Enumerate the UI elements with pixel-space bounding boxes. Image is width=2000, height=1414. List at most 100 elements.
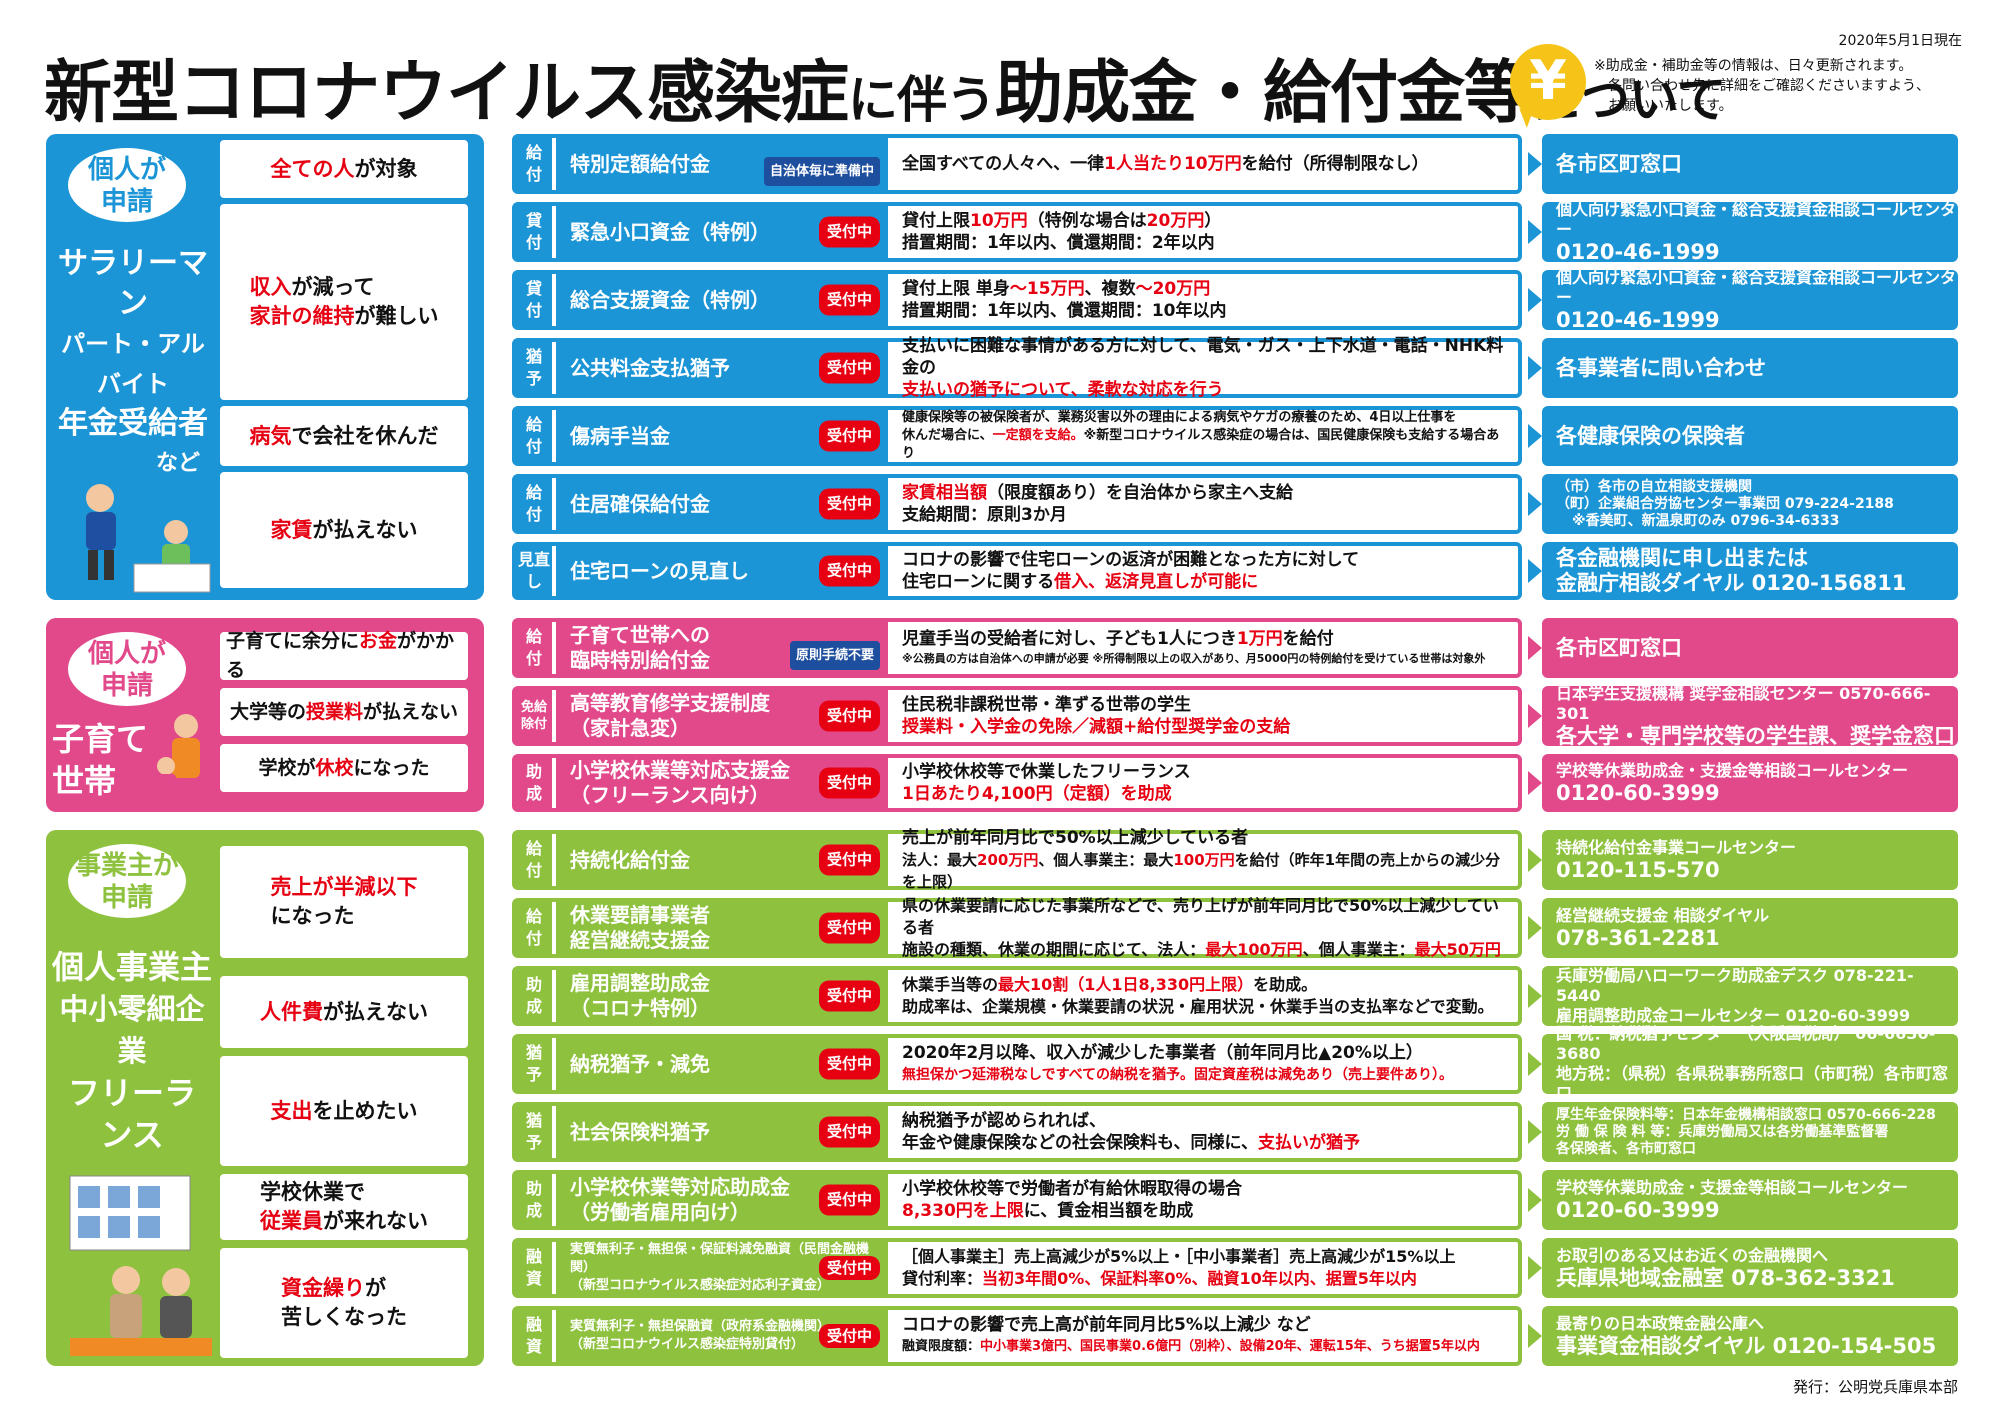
contact-government-loan[interactable]: 最寄りの日本政策金融公庫へ 事業資金相談ダイヤル 0120-154-505 [1542,1306,1958,1366]
program-description: 県の休業要請に応じた事業所などで、売り上げが前年同月比で50%以上減少している者… [902,896,1501,959]
contact-mortgage-review[interactable]: 各金融機関に申し出または 金融庁相談ダイヤル 0120-156811 [1542,542,1958,600]
contact-higher-education[interactable]: 日本学生支援機構 奨学金相談センター 0570-666-301 各大学・専門学校等… [1542,684,1958,748]
program-type: 助成 [516,1174,552,1226]
status-badge: 受付中 [818,844,880,876]
bubble-line: 事業主が [74,851,179,881]
situation-sales-halved: 売上が半減以下 になった [220,846,468,958]
program-type: 猶予 [516,1106,552,1158]
program-description: 健康保険等の被保険者が、業務災害以外の理由による病気やケガの療養のため、4日以上… [902,410,1500,461]
contact-child-benefit[interactable]: 各市区町窓口 [1542,618,1958,678]
status-badge: 受付中 [818,1184,880,1216]
bubble-line: 申請 [100,671,153,701]
status-badge: 受付中 [818,284,880,316]
program-utility-deferral[interactable]: 猶予 公共料金支払猶予 受付中 支払いに困難な事情がある方に対して、電気・ガス・上… [512,336,1522,400]
contact-emergency-loan[interactable]: 個人向け緊急小口資金・総合支援資金相談コールセンター 0120-46-1999 [1542,200,1958,264]
program-name: 特別定額給付金 自治体毎に準備中 [556,138,888,190]
contact-sustainability-benefit[interactable]: 持続化給付金事業コールセンター 0120-115-570 [1542,830,1958,890]
status-badge: 受付中 [818,980,880,1012]
program-description: コロナの影響で売上高が前年同月比5%以上減少 など 融資限度額：中小事業3億円、… [902,1315,1480,1354]
contact-housing-benefit[interactable]: （市）各市の自立相談支援機関 （町）企業組合労協センター事業団 079-224-2… [1542,474,1958,534]
situation-key: 家計の維持 [249,304,355,328]
program-special-benefit[interactable]: 給付 特別定額給付金 自治体毎に準備中 全国すべての人々へ、一律1人当たり10万円… [512,134,1522,194]
pointer-arrow [1528,1052,1542,1076]
program-housing-benefit[interactable]: 給付 住居確保給付金 受付中 家賃相当額（限度額あり）を自治体から家主へ支給 支給… [512,474,1522,534]
pointer-arrow [1528,848,1542,872]
program-name: 総合支援資金（特例） 受付中 [556,274,888,326]
program-tax-deferral[interactable]: 猶予 納税猶予・減免 受付中 2020年2月以降、収入が減少した事業者（前年同月比… [512,1034,1522,1094]
program-type: 見直し [516,546,552,596]
note-line: お願いいたします。 [1608,98,1733,114]
program-general-support-loan[interactable]: 貸付 総合支援資金（特例） 受付中 貸付上限 単身〜15万円、複数〜20万円 措置… [512,270,1522,330]
program-government-loan[interactable]: 融資 実質無利子・無担保融資（政府系金融機関） （新型コロナウイルス感染症特別貸付… [512,1306,1522,1366]
program-social-insurance-deferral[interactable]: 猶予 社会保険料猶予 受付中 納税猶予が認められれば、 年金や健康保険などの社会保… [512,1102,1522,1162]
pointer-arrow [1528,1120,1542,1144]
pointer-arrow [1528,704,1542,728]
contact-tax-deferral[interactable]: 国 税：納税猶予センター（大阪国税局） 06-6630-3680 地方税：（県税）… [1542,1024,1958,1103]
bubble-line: 個人が [87,155,166,185]
program-description: 貸付上限10万円（特例な場合は20万円） 措置期間：1年以内、償還期間：2年以内 [902,211,1222,253]
target-line: 個人事業主 [52,948,213,986]
program-sickness-allowance[interactable]: 給付 傷病手当金 受付中 健康保険等の被保険者が、業務災害以外の理由による病気やケ… [512,406,1522,466]
situation-text: が対象 [354,156,418,181]
program-type: 猶予 [516,1038,552,1090]
program-description: 納税猶予が認められれば、 年金や健康保険などの社会保険料も、同様に、支払いが猶予 [902,1111,1360,1153]
contact-private-loan[interactable]: お取引のある又はお近くの金融機関へ 兵庫県地域金融室 078-362-3321 [1542,1238,1958,1298]
status-badge: 受付中 [818,555,880,587]
program-business-continuity[interactable]: 給付 休業要請事業者 経営継続支援金 受付中 県の休業要請に応じた事業所などで、売り… [512,896,1522,959]
program-description: 全国すべての人々へ、一律1人当たり10万円を給付（所得制限なし） [902,154,1429,174]
family-illustration-icon [156,714,200,800]
target-line: 子育て [52,720,149,758]
situation-all-people: 全ての人が対象 [220,140,468,198]
situation-key: 家賃 [270,517,313,542]
program-type: 融資 [516,1242,552,1294]
target-line: 年金受給者 [58,406,208,441]
pointer-arrow [1528,152,1542,176]
status-badge: 原則手続不要 [789,641,880,670]
program-type: 給付 [516,478,552,530]
program-child-benefit[interactable]: 給付 子育て世帯への 臨時特別給付金 原則手続不要 児童手当の受給者に対し、子ども1… [512,618,1522,678]
contact-general-support-loan[interactable]: 個人向け緊急小口資金・総合支援資金相談コールセンター 0120-46-1999 [1542,268,1958,332]
pointer-arrow [1528,636,1542,660]
program-higher-education[interactable]: 免給 除付 高等教育修学支援制度 （家計急変） 受付中 住民税非課税世帯・準ずる世帯の… [512,686,1522,746]
target-line: など [155,451,200,476]
program-sustainability-benefit[interactable]: 給付 持続化給付金 受付中 売上が前年同月比で50%以上減少している者 法人：最大… [512,828,1522,891]
program-type: 猶予 [516,342,552,394]
contact-utility-deferral[interactable]: 各事業者に問い合わせ [1542,338,1958,398]
contact-employment-adjustment[interactable]: 兵庫労働局ハローワーク助成金デスク 078-221-5440 雇用調整助成金コール… [1542,966,1958,1026]
status-badge: 受付中 [818,216,880,248]
contact-special-benefit[interactable]: 各市区町窓口 [1542,134,1958,194]
program-name: 納税猶予・減免 受付中 [556,1038,888,1090]
program-name: 持続化給付金 受付中 [556,834,888,886]
program-name: 雇用調整助成金 （コロナ特例） 受付中 [556,970,888,1022]
worker-illustration-icon [64,474,214,596]
situation-text: が減って [291,275,375,299]
program-emergency-loan[interactable]: 貸付 緊急小口資金（特例） 受付中 貸付上限10万円（特例な場合は20万円） 措置… [512,202,1522,262]
target-line: パート・アルバイト [61,330,205,398]
program-name: 社会保険料猶予 受付中 [556,1106,888,1158]
program-freelance-support[interactable]: 助成 小学校休業等対応支援金 （フリーランス向け） 受付中 小学校休校等で休業したフ… [512,754,1522,812]
program-description: 2020年2月以降、収入が減少した事業者（前年同月比▲20%以上） 無担保かつ延… [902,1043,1454,1083]
contact-sickness-allowance[interactable]: 各健康保険の保険者 [1542,406,1958,466]
situation-cut-expenses: 支出を止めたい [220,1056,468,1166]
contact-school-closure-subsidy[interactable]: 学校等休業助成金・支援金等相談コールセンター 0120-60-3999 [1542,1170,1958,1230]
apply-bubble: 事業主が 申請 [64,840,190,922]
pointer-arrow [1528,559,1542,583]
program-type: 助成 [516,970,552,1022]
status-badge: 自治体毎に準備中 [763,157,880,186]
program-type: 給付 [516,622,552,674]
program-private-loan[interactable]: 融資 実質無利子・無担保・保証料減免融資（民間金融機関） （新型コロナウイルス感染… [512,1238,1522,1298]
yen-icon: ¥ [1510,44,1586,120]
program-school-closure-subsidy[interactable]: 助成 小学校休業等対応助成金 （労働者雇用向け） 受付中 小学校休校等で労働者が有給… [512,1170,1522,1230]
program-description: 休業手当等の最大10割（1人1日8,330円上限）を助成。 助成率は、企業規模・… [902,975,1494,1016]
status-badge: 受付中 [818,488,880,520]
program-type: 貸付 [516,274,552,326]
contact-business-continuity[interactable]: 経営継続支援金 相談ダイヤル 078-361-2281 [1542,898,1958,958]
program-employment-adjustment[interactable]: 助成 雇用調整助成金 （コロナ特例） 受付中 休業手当等の最大10割（1人1日8,3… [512,966,1522,1026]
program-mortgage-review[interactable]: 見直し 住宅ローンの見直し 受付中 コロナの影響で住宅ローンの返済が困難となった方… [512,542,1522,600]
program-name: 緊急小口資金（特例） 受付中 [556,206,888,258]
program-type: 融資 [516,1310,552,1362]
situation-tuition: 大学等の授業料が払えない [220,688,468,736]
contact-freelance-support[interactable]: 学校等休業助成金・支援金等相談コールセンター 0120-60-3999 [1542,754,1958,812]
contact-social-insurance-deferral[interactable]: 厚生年金保険料等：日本年金機構相談窓口 0570-666-228 労 働 保 険 … [1542,1102,1958,1162]
pointer-arrow [1528,984,1542,1008]
